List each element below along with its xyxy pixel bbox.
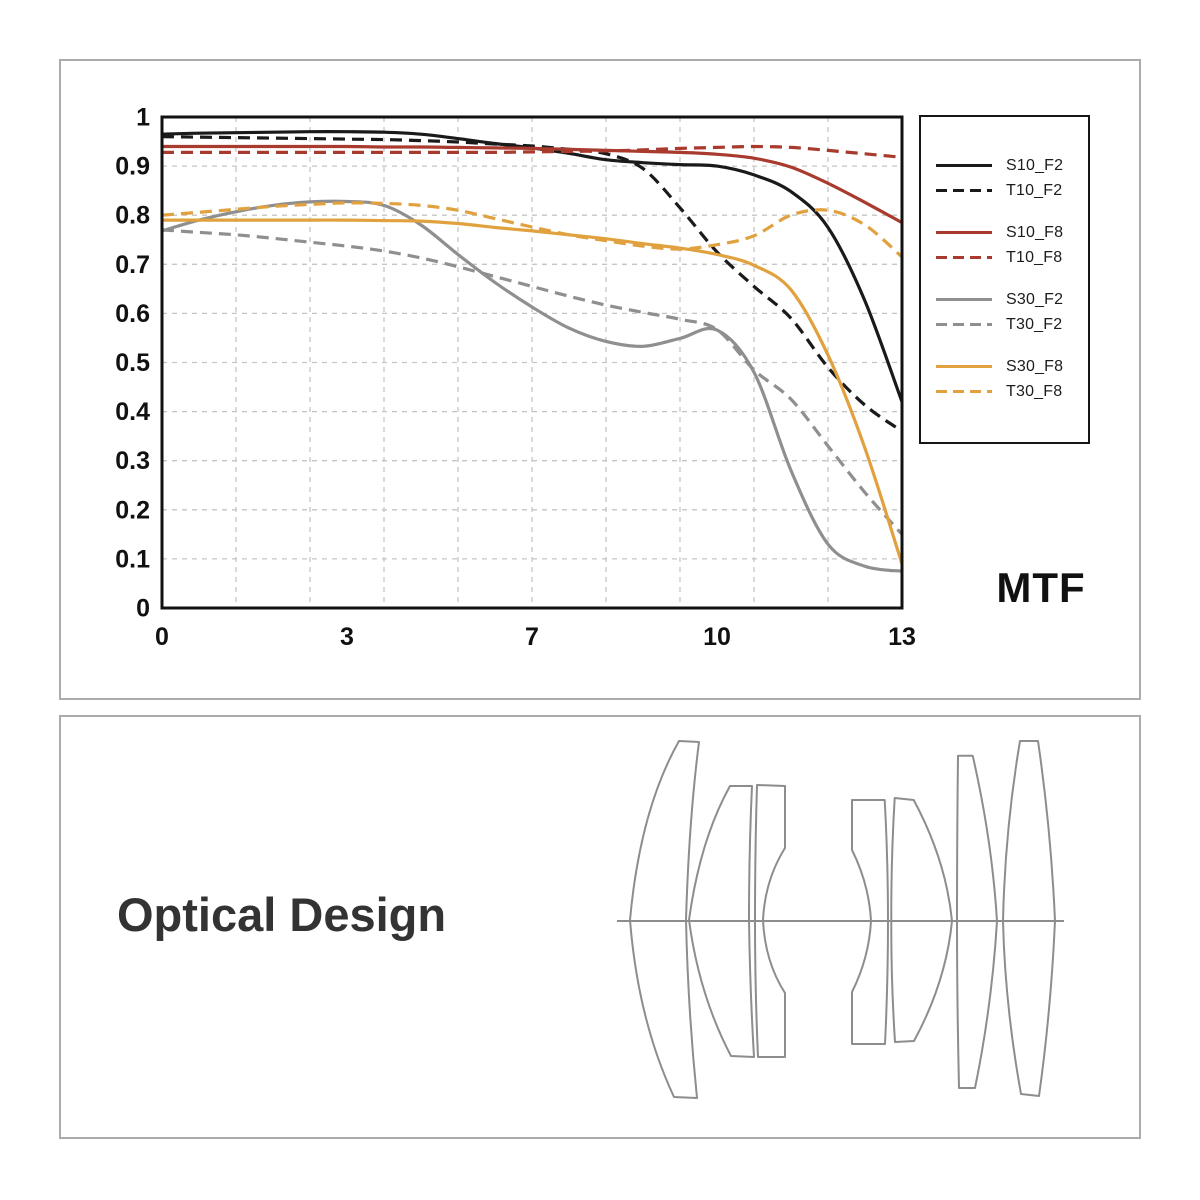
solid-line-sample [936,298,992,301]
dashed-line-sample [936,189,992,192]
lens-element-3 [754,784,786,1058]
mtf-chart-title: MTF [996,564,1086,611]
legend-item-S30_F2: S30_F2 [936,287,1088,312]
y-tick-label: 0.4 [115,398,150,426]
legend-label: S10_F2 [1006,156,1064,174]
y-tick-label: 0.2 [115,496,150,524]
y-tick-label: 0 [136,595,150,623]
y-tick-label: 1 [136,104,150,132]
optical-design-title: Optical Design [117,888,447,941]
legend-item-S30_F8: S30_F8 [936,354,1088,379]
legend-label: S10_F8 [1006,223,1064,241]
lens-element-1 [629,740,700,1099]
dashed-line-sample [936,390,992,393]
mtf-chart: 1 0.9 0.8 0.7 0.6 0.5 0.4 0.3 0.2 0.1 00 3 7 10 13 [115,104,916,652]
legend-item-T10_F8: T10_F8 [936,245,1088,270]
curve-T30_F2 [161,228,904,536]
curve-S30_F2 [161,199,903,573]
solid-line-sample [936,164,992,167]
curve-S30_F8 [162,218,904,565]
y-tick-label: 0.3 [115,447,150,475]
legend-label: T30_F2 [1006,315,1063,333]
lens-element-4 [851,799,889,1045]
dashed-line-sample [936,323,992,326]
x-tick-label: 10 [703,623,731,651]
lens-element-6 [956,754,998,1089]
curve-S10_F8 [161,144,903,225]
optical-design-panel: Optical Design [59,715,1141,1139]
y-tick-label: 0.8 [115,202,150,230]
dashed-line-sample [936,256,992,259]
y-tick-label: 0.6 [115,300,150,328]
mtf-panel: 1 0.9 0.8 0.7 0.6 0.5 0.4 0.3 0.2 0.1 0 0 3 7 10 13 S10… [59,59,1141,700]
legend-item-S10_F2: S10_F2 [936,153,1088,178]
legend-item-T30_F2: T30_F2 [936,312,1088,337]
solid-line-sample [936,365,992,368]
legend-label: T30_F8 [1006,382,1063,400]
lens-element-7 [1002,740,1056,1097]
curve-T30_F8 [161,201,904,259]
y-tick-label: 0.9 [115,153,150,181]
y-tick-label: 0.7 [115,251,150,279]
x-tick-label: 7 [525,623,539,651]
legend-label: T10_F8 [1006,248,1063,266]
y-tick-label: 0.5 [115,349,150,377]
lens-diagram [617,740,1064,1099]
legend-item-T30_F8: T30_F8 [936,379,1088,404]
lens-element-5 [890,797,953,1043]
x-tick-label: 13 [888,623,916,651]
x-tick-label: 0 [155,623,169,651]
y-tick-label: 0.1 [115,545,150,573]
curve-T10_F2 [161,135,903,433]
legend-label: T10_F2 [1006,181,1063,199]
x-tick-label: 3 [340,623,354,651]
legend-label: S30_F8 [1006,357,1064,375]
chart-legend: S10_F2 T10_F2 S10_F8 T10_F8 S30_F2 T30_F2 S30_… [919,115,1090,444]
legend-item-T10_F2: T10_F2 [936,178,1088,203]
solid-line-sample [936,231,992,234]
legend-item-S10_F8: S10_F8 [936,220,1088,245]
curve-T10_F8 [162,144,903,159]
legend-label: S30_F2 [1006,290,1064,308]
lens-element-2 [688,785,755,1058]
